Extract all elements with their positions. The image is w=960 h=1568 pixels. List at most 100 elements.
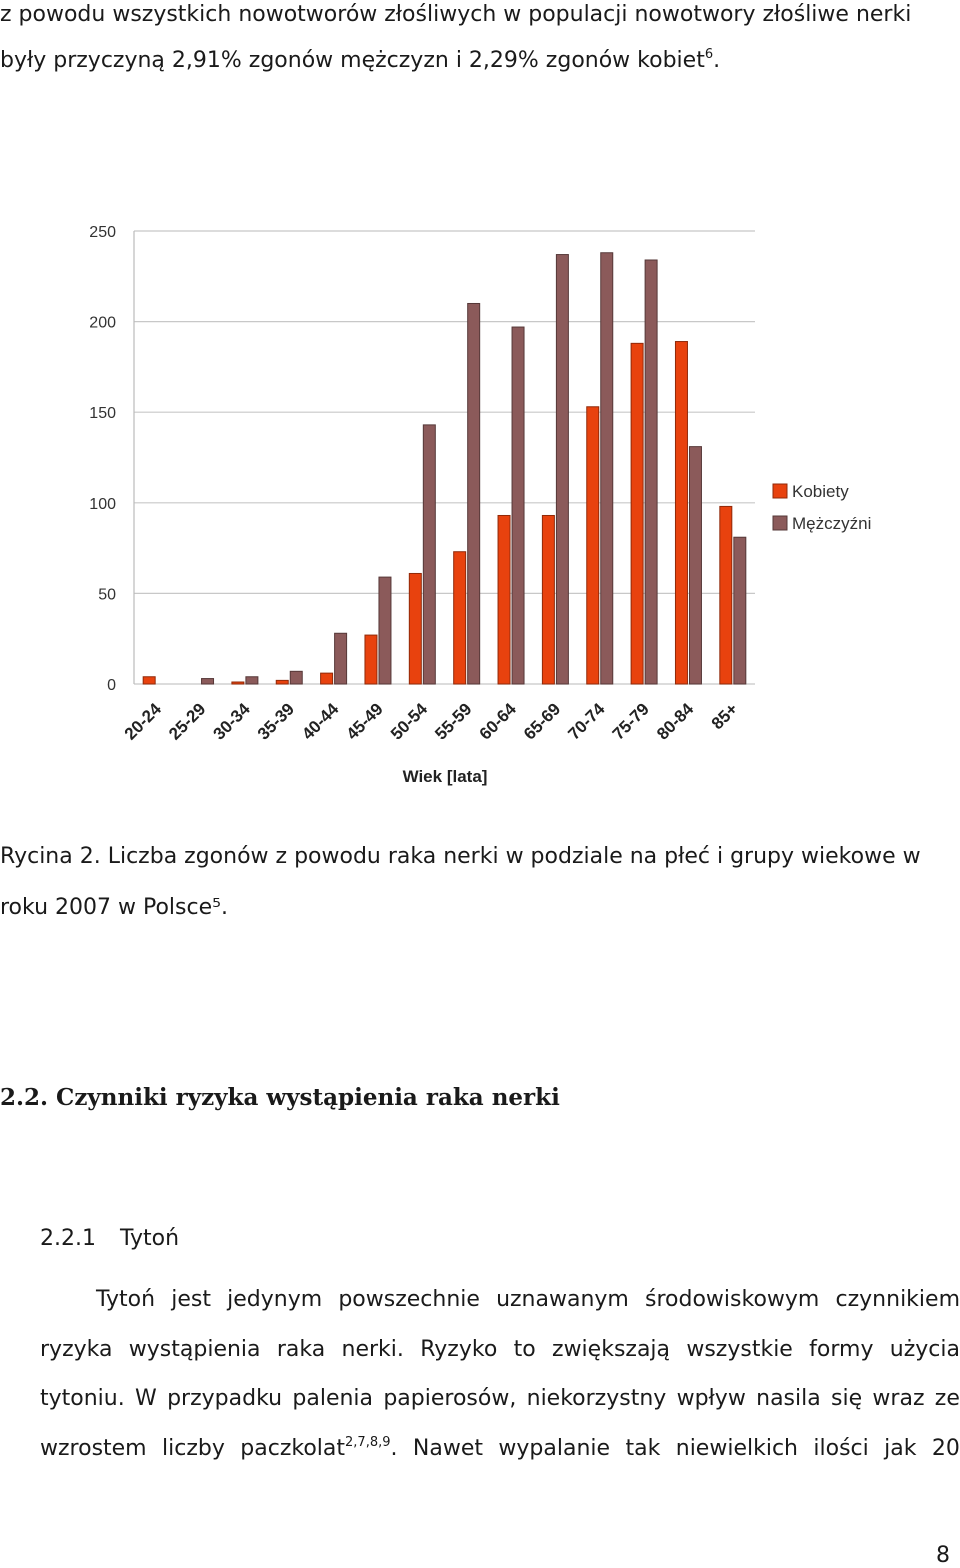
x-tick-label: 35-39 — [254, 699, 298, 743]
word: raka — [276, 1337, 326, 1362]
legend-label: Mężczyźni — [792, 514, 871, 533]
footnote-ref: 6 — [704, 47, 714, 62]
word: liczby — [162, 1436, 225, 1461]
bar-kobiety — [453, 551, 467, 685]
word: paczkolat2,7,8,9. — [240, 1435, 398, 1461]
bar-kobiety — [541, 514, 555, 685]
word: niewielkich — [675, 1436, 798, 1461]
word: papierosów, — [383, 1386, 517, 1411]
x-tick-label: 55-59 — [431, 699, 475, 743]
word: powszechnie — [338, 1287, 480, 1312]
bar-kobiety — [719, 505, 733, 685]
word: wystąpienia — [128, 1337, 261, 1362]
word: Ryzyko — [420, 1337, 498, 1362]
bar-kobiety — [275, 679, 289, 685]
bar-mezczyzni — [467, 302, 481, 685]
subsection-heading: 2.2.1 Tytoń — [40, 1224, 179, 1254]
word: to — [513, 1337, 536, 1362]
intro-line-1: z powodu wszystkich nowotworów złośliwyc… — [0, 2, 912, 27]
paragraph-line-2: ryzyka wystąpienia raka nerki. Ryzyko to zwięk… — [40, 1335, 960, 1365]
x-tick-label: 25-29 — [165, 699, 209, 743]
word: wpływ — [676, 1386, 746, 1411]
intro-line-2-text: były przyczyną 2,91% zgonów mężczyzn i 2… — [0, 48, 705, 73]
word: ilości — [813, 1436, 869, 1461]
bar-kobiety — [320, 672, 334, 685]
intro-line-2-end: . — [713, 48, 721, 73]
x-tick-label: 45-49 — [343, 699, 387, 743]
bar-mezczyzni — [245, 676, 259, 685]
page-number: 8 — [936, 1543, 950, 1568]
word: przypadku — [167, 1386, 283, 1411]
bar-kobiety — [231, 681, 245, 685]
word: ryzyka — [40, 1337, 113, 1362]
x-tick-label: 70-74 — [564, 699, 609, 744]
word: W — [135, 1386, 157, 1411]
x-tick-label: 75-79 — [609, 699, 653, 743]
bar-mezczyzni — [555, 254, 569, 685]
paragraph-line-1: Tytoń jest jedynym powszechnie uznawanym środ… — [96, 1285, 960, 1315]
word: niekorzystny — [526, 1386, 667, 1411]
paragraph-line-4: wzrostem liczby paczkolat2,7,8,9. Nawet wypa… — [40, 1434, 960, 1464]
figure-caption-line-1: Rycina 2. Liczba zgonów z powodu raka ne… — [0, 844, 921, 869]
x-tick-label: 50-54 — [387, 699, 432, 744]
word: wypalanie — [498, 1436, 611, 1461]
bar-mezczyzni — [378, 576, 392, 685]
word: wszystkie — [686, 1337, 793, 1362]
word: użycia — [889, 1337, 960, 1362]
word: jest — [171, 1287, 211, 1312]
y-tick-label: 50 — [98, 586, 116, 603]
word: nerki. — [341, 1337, 404, 1362]
legend-label: Kobiety — [792, 482, 849, 501]
bar-kobiety — [408, 572, 422, 685]
bar-mezczyzni — [422, 424, 436, 685]
word-punct: . — [390, 1436, 398, 1461]
x-tick-label: 60-64 — [476, 699, 521, 744]
word: wzrostem — [40, 1436, 147, 1461]
bar-mezczyzni — [201, 678, 215, 685]
bar-kobiety — [630, 342, 644, 685]
word: się — [831, 1386, 863, 1411]
bar-mezczyzni — [644, 259, 658, 685]
y-tick-label: 0 — [107, 677, 116, 694]
word: tytoniu. — [40, 1386, 125, 1411]
bar-mezczyzni — [733, 536, 747, 685]
word: palenia — [292, 1386, 374, 1411]
legend-swatch — [772, 515, 788, 531]
section-heading: 2.2. Czynniki ryzyka wystąpienia raka ne… — [0, 1084, 560, 1111]
x-tick-label: 20-24 — [121, 699, 166, 744]
bar-chart: 0 50 100 150 200 250 20-24 25-29 30-34 35-39 40-44… — [89, 224, 871, 786]
word: jak — [884, 1436, 917, 1461]
bar-kobiety — [142, 676, 156, 685]
bar-mezczyzni — [334, 632, 348, 685]
intro-line-2: były przyczyną 2,91% zgonów mężczyzn i 2… — [0, 46, 720, 76]
figure-caption-line-2: roku 2007 w Polsce⁵. — [0, 895, 228, 920]
y-tick-label: 250 — [89, 224, 116, 241]
y-tick-label: 200 — [89, 315, 116, 332]
word: ze — [934, 1386, 960, 1411]
word: nasila — [756, 1386, 821, 1411]
y-tick-label: 150 — [89, 405, 116, 422]
x-axis-label: Wiek [lata] — [403, 767, 488, 786]
x-tick-label: 85+ — [708, 699, 742, 733]
word: Tytoń — [96, 1287, 156, 1312]
bar-kobiety — [497, 514, 511, 685]
word: uznawanym — [496, 1287, 629, 1312]
bar-kobiety — [586, 406, 600, 685]
bar-mezczyzni — [289, 670, 303, 685]
x-tick-label: 30-34 — [210, 699, 255, 744]
bar-kobiety — [674, 341, 688, 685]
word: środowiskowym — [645, 1287, 820, 1312]
word: wraz — [872, 1386, 925, 1411]
word: tak — [625, 1436, 661, 1461]
subsection-number: 2.2.1 — [40, 1226, 96, 1251]
citation-ref: 2,7,8,9 — [345, 1435, 391, 1450]
subsection-title: Tytoń — [120, 1226, 180, 1251]
x-tick-label: 65-69 — [520, 699, 564, 743]
word: formy — [809, 1337, 874, 1362]
word: 20 — [931, 1436, 960, 1461]
bar-mezczyzni — [600, 252, 614, 685]
bar-kobiety — [364, 634, 378, 685]
bar-mezczyzni — [511, 326, 525, 685]
word: jedynym — [227, 1287, 323, 1312]
